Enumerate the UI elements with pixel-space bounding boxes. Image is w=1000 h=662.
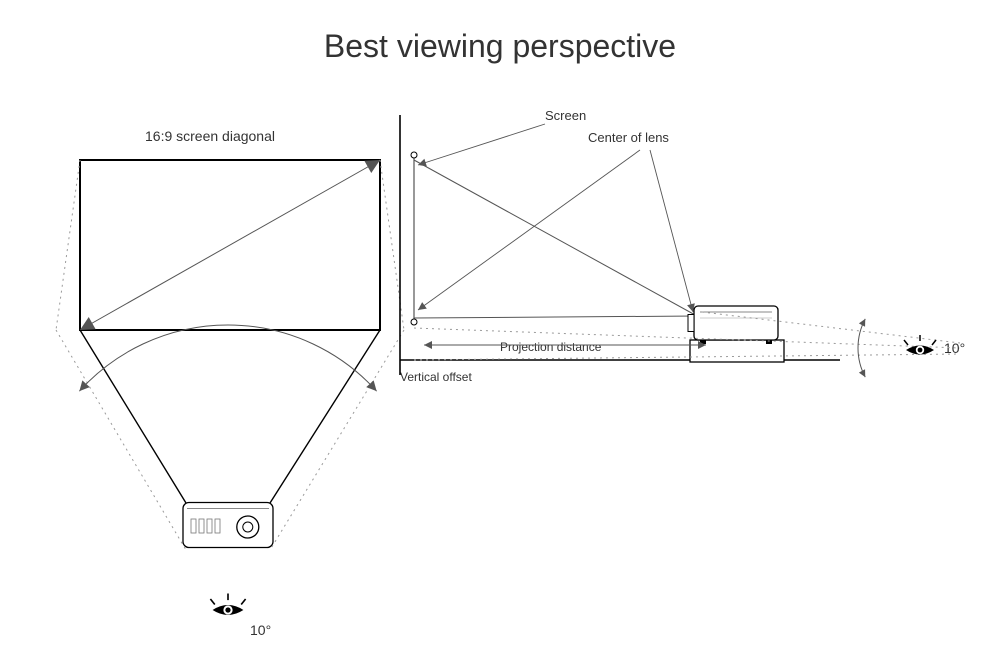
eye-icon xyxy=(904,335,936,355)
diagram-svg xyxy=(0,0,1000,662)
eye-icon xyxy=(210,594,245,615)
